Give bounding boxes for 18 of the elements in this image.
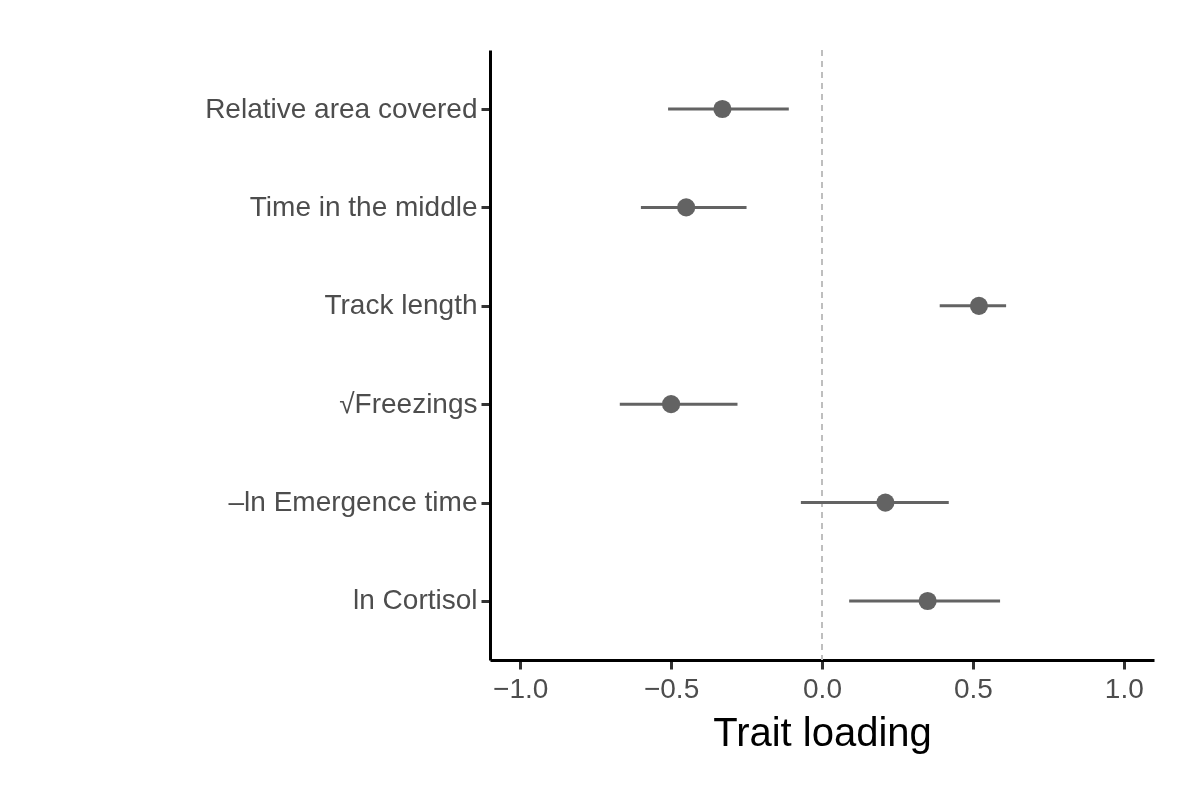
x-tick-label: −0.5 xyxy=(643,672,700,704)
point xyxy=(876,493,895,512)
y-tick-label: Time in the middle xyxy=(249,190,478,222)
x-tick-label: −1.0 xyxy=(493,672,549,704)
point xyxy=(677,198,696,217)
x-tick-label: 0.5 xyxy=(953,672,993,704)
point xyxy=(662,395,681,414)
y-tick-label: ln Cortisol xyxy=(353,584,478,616)
x-tick-label: 0.0 xyxy=(803,672,842,704)
x-axis-title: Trait loading xyxy=(713,709,932,754)
y-tick-label: Track length xyxy=(324,289,478,321)
point xyxy=(969,296,989,315)
y-tick-label: √Freezings xyxy=(339,387,478,419)
x-tick-label: 1.0 xyxy=(1104,672,1144,704)
y-tick-label: Relative area covered xyxy=(205,92,478,124)
y-tick-label: –ln Emergence time xyxy=(228,486,478,518)
point xyxy=(713,99,732,119)
point xyxy=(918,591,937,611)
